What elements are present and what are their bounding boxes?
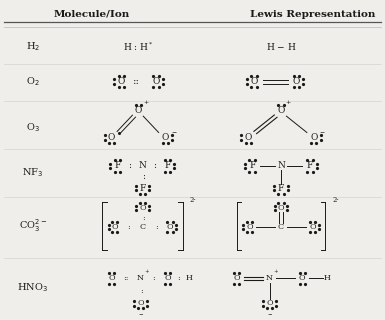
Text: O: O [266, 300, 273, 307]
Text: +: + [285, 100, 291, 105]
Text: O: O [117, 77, 125, 86]
Text: O: O [277, 106, 285, 115]
Text: O: O [309, 223, 316, 231]
Text: Lewis Representation: Lewis Representation [250, 10, 376, 19]
Text: C: C [139, 223, 146, 231]
Text: O: O [246, 223, 253, 231]
Text: +: + [144, 269, 149, 274]
Text: O: O [167, 223, 174, 231]
Text: O$_2$: O$_2$ [26, 75, 40, 88]
Text: HNO$_3$: HNO$_3$ [17, 282, 48, 294]
Text: H: H [185, 274, 192, 282]
Text: O: O [111, 223, 118, 231]
Text: +: + [143, 100, 148, 105]
Text: F: F [139, 184, 146, 193]
Text: H : H$^*$: H : H$^*$ [123, 40, 154, 52]
Text: O: O [152, 77, 160, 86]
Text: O: O [108, 133, 116, 142]
Text: O: O [164, 274, 171, 282]
Text: CO$_3^{2-}$: CO$_3^{2-}$ [18, 217, 47, 234]
Text: N: N [266, 274, 273, 282]
Text: +: + [273, 269, 278, 274]
Text: NF$_3$: NF$_3$ [22, 166, 43, 179]
Text: H$_2$: H$_2$ [26, 40, 40, 53]
Text: F: F [164, 161, 171, 170]
Text: O: O [233, 274, 240, 282]
Text: N: N [277, 161, 285, 170]
Text: −: − [320, 129, 325, 134]
Text: N: N [139, 161, 146, 170]
Text: :: : [140, 287, 143, 295]
Text: :: : [152, 274, 156, 282]
Text: F: F [249, 161, 255, 170]
Text: F: F [114, 161, 121, 170]
Text: O: O [299, 274, 306, 282]
Text: −: − [171, 129, 177, 134]
Text: O: O [310, 133, 318, 142]
Text: :: : [129, 161, 131, 170]
Text: O: O [137, 300, 144, 307]
Text: H $-$ H: H $-$ H [266, 41, 296, 52]
Text: 2-: 2- [190, 196, 196, 204]
Text: −: − [138, 311, 143, 316]
Text: O: O [162, 133, 169, 142]
Text: O: O [135, 106, 142, 115]
Text: O: O [108, 274, 115, 282]
Text: Molecule/Ion: Molecule/Ion [54, 10, 130, 19]
Text: O: O [244, 133, 252, 142]
Text: O$_3$: O$_3$ [26, 122, 40, 134]
Text: N: N [137, 274, 144, 282]
Text: :: : [155, 223, 158, 231]
Text: :: : [142, 172, 145, 181]
Text: F: F [278, 184, 284, 193]
Text: :: : [154, 161, 156, 170]
Text: C: C [278, 223, 284, 231]
Text: ::: :: [133, 77, 140, 86]
Text: O: O [278, 204, 285, 212]
Text: ::: :: [123, 274, 129, 282]
Text: −: − [267, 311, 272, 316]
Text: :: : [127, 223, 130, 231]
Text: O: O [293, 77, 300, 86]
Text: :: : [177, 274, 179, 282]
Text: O: O [250, 77, 258, 86]
Text: 2-: 2- [332, 196, 339, 204]
Text: O: O [139, 204, 146, 212]
Text: :: : [142, 214, 145, 222]
Text: H: H [324, 274, 331, 282]
Text: F: F [307, 161, 313, 170]
